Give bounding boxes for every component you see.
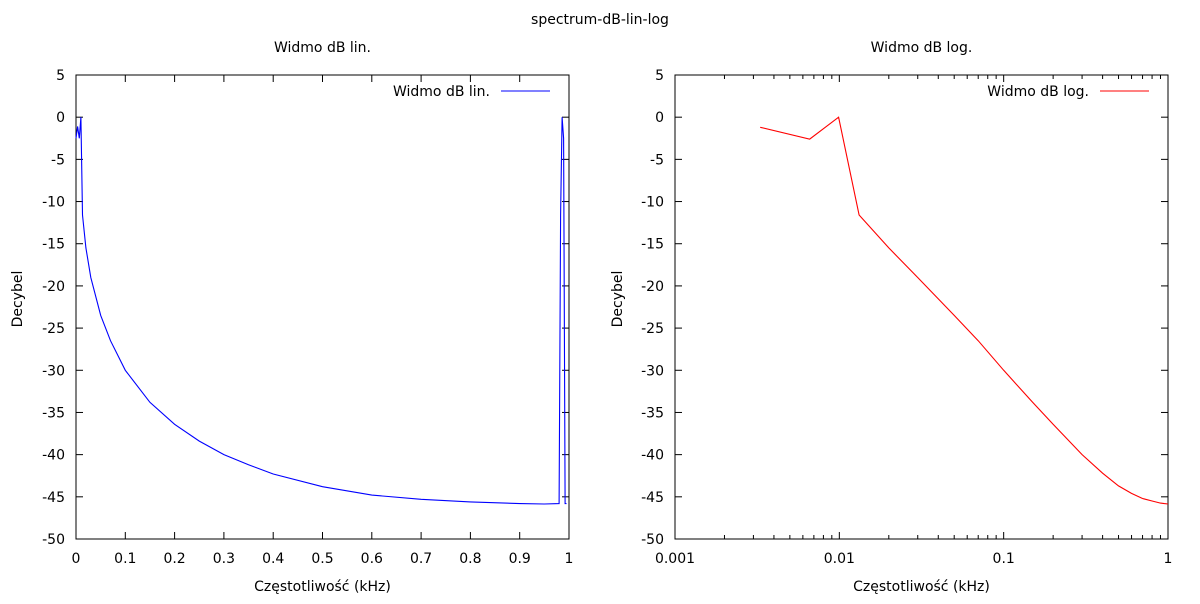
y-tick-label: 5: [56, 68, 65, 84]
y-tick-label: -20: [42, 279, 65, 295]
x-tick-label: 0.2: [163, 551, 185, 567]
y-tick-label: 0: [655, 110, 664, 126]
y-tick-label: -30: [42, 363, 65, 379]
figure-title: spectrum-dB-lin-log: [531, 12, 669, 28]
plot-lin: Widmo dB lin. 5 0 -5 -10 -15 -20 -25 -30 -35 -40 -4…: [10, 40, 573, 595]
x-tick-label: 0.4: [262, 551, 284, 567]
x-tick-label: 0.8: [459, 551, 481, 567]
x-tick-label: 0: [72, 551, 81, 567]
series-line: [760, 116, 1169, 505]
y-axis-label: Decybel: [610, 271, 626, 328]
y-tick-label: -50: [42, 532, 65, 548]
x-axis-label: Częstotliwość (kHz): [254, 579, 391, 595]
y-tick-label: -10: [42, 195, 65, 211]
y-tick-label: -40: [42, 448, 65, 464]
series-line: [75, 117, 567, 505]
x-tick-label: 0.6: [361, 551, 383, 567]
legend-label: Widmo dB log.: [987, 84, 1089, 100]
y-tick-label: -35: [641, 405, 664, 421]
plot-title: Widmo dB lin.: [274, 40, 371, 56]
y-tick-label: -15: [42, 237, 65, 253]
x-tick-label: 0.1: [114, 551, 136, 567]
y-tick-label: -30: [641, 363, 664, 379]
y-axis-label: Decybel: [10, 271, 26, 328]
y-tick-label: -10: [641, 195, 664, 211]
plot-title: Widmo dB log.: [871, 40, 973, 56]
plot-log: Widmo dB log. 5 0 -5 -10 -15 -20 -25 -30 -35 -40 -4…: [610, 40, 1172, 595]
y-tick-label: -15: [641, 237, 664, 253]
y-tick-label: -20: [641, 279, 664, 295]
x-tick-label: 0.7: [410, 551, 432, 567]
y-tick-label: -40: [641, 448, 664, 464]
x-tick-label: 0.001: [655, 551, 695, 567]
y-tick-label: 5: [655, 68, 664, 84]
y-tick-label: -50: [641, 532, 664, 548]
x-tick-label: 1: [565, 551, 574, 567]
y-tick-label: -45: [641, 490, 664, 506]
x-tick-label: 0.1: [993, 551, 1015, 567]
y-tick-label: -25: [641, 321, 664, 337]
y-tick-label: -45: [42, 490, 65, 506]
plot-frame: [674, 74, 1169, 540]
y-tick-label: -35: [42, 405, 65, 421]
x-tick-label: 0.9: [509, 551, 531, 567]
x-tick-label: 0.5: [311, 551, 333, 567]
x-tick-label: 0.01: [824, 551, 855, 567]
y-tick-label: 0: [56, 110, 65, 126]
x-tick-label: 0.3: [213, 551, 235, 567]
plot-frame: [75, 74, 570, 540]
y-tick-label: -5: [650, 152, 664, 168]
legend-label: Widmo dB lin.: [393, 84, 490, 100]
y-tick-label: -25: [42, 321, 65, 337]
y-tick-label: -5: [51, 152, 65, 168]
x-axis-label: Częstotliwość (kHz): [853, 579, 990, 595]
x-tick-label: 1: [1164, 551, 1173, 567]
